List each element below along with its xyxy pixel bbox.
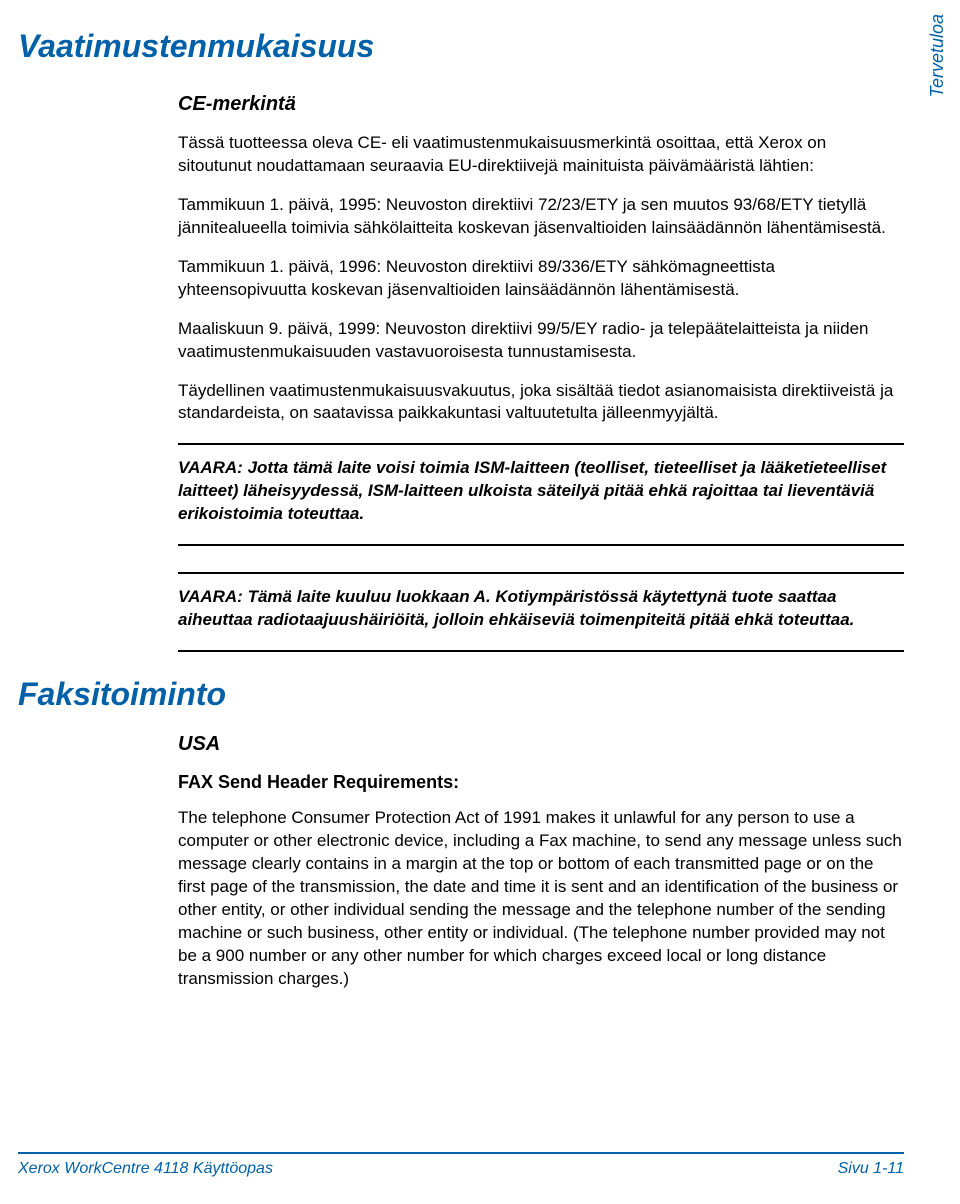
divider bbox=[178, 544, 904, 546]
body-paragraph: Tammikuun 1. päivä, 1995: Neuvoston dire… bbox=[178, 194, 904, 240]
page-footer: Xerox WorkCentre 4118 Käyttöopas Sivu 1-… bbox=[18, 1152, 904, 1178]
body-paragraph: Tammikuun 1. päivä, 1996: Neuvoston dire… bbox=[178, 256, 904, 302]
body-paragraph: Tässä tuotteessa oleva CE- eli vaatimust… bbox=[178, 132, 904, 178]
body-paragraph: Maaliskuun 9. päivä, 1999: Neuvoston dir… bbox=[178, 318, 904, 364]
section-title-fax: Faksitoiminto bbox=[18, 676, 904, 713]
divider bbox=[178, 572, 904, 574]
fax-subheading: FAX Send Header Requirements: bbox=[178, 772, 904, 793]
footer-divider bbox=[18, 1152, 904, 1154]
body-paragraph: The telephone Consumer Protection Act of… bbox=[178, 807, 904, 991]
section-title-compliance: Vaatimustenmukaisuus bbox=[18, 28, 904, 65]
warning-text: VAARA: Jotta tämä laite voisi toimia ISM… bbox=[178, 457, 904, 526]
usa-heading: USA bbox=[178, 733, 904, 756]
body-paragraph: Täydellinen vaatimustenmukaisuusvakuutus… bbox=[178, 380, 904, 426]
ce-heading: CE-merkintä bbox=[178, 93, 904, 116]
divider bbox=[178, 443, 904, 445]
warning-text: VAARA: Tämä laite kuuluu luokkaan A. Kot… bbox=[178, 586, 904, 632]
side-tab: Tervetuloa bbox=[927, 14, 948, 97]
footer-left: Xerox WorkCentre 4118 Käyttöopas bbox=[18, 1160, 273, 1178]
divider bbox=[178, 650, 904, 652]
footer-right: Sivu 1-11 bbox=[838, 1160, 904, 1178]
